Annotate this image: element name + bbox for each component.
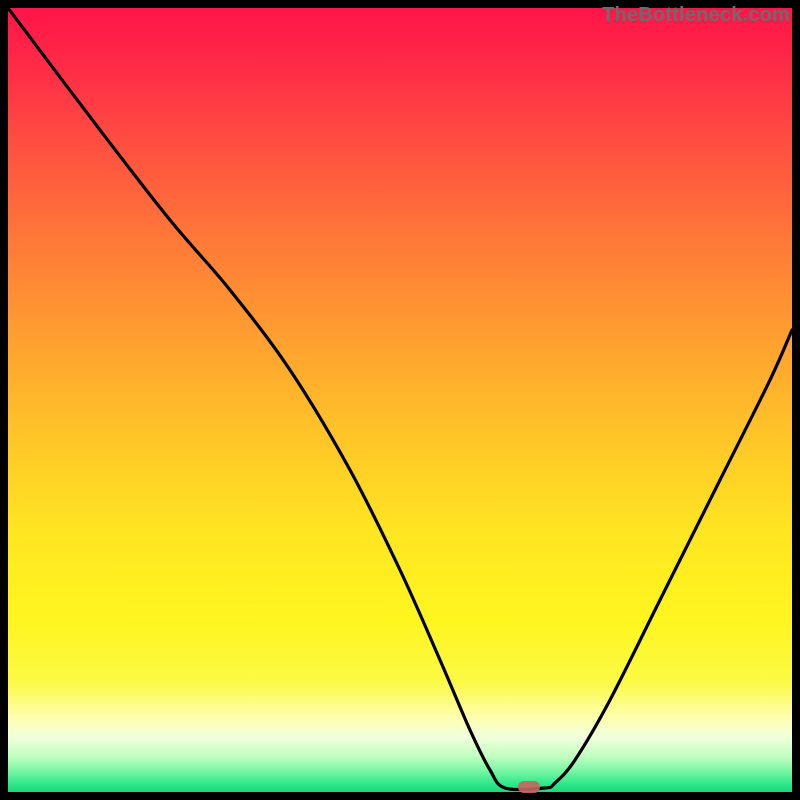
watermark-text: TheBottleneck.com (602, 4, 790, 27)
bottleneck-curve (0, 0, 800, 800)
chart-frame: TheBottleneck.com (0, 0, 800, 800)
optimal-point-marker (518, 781, 540, 793)
